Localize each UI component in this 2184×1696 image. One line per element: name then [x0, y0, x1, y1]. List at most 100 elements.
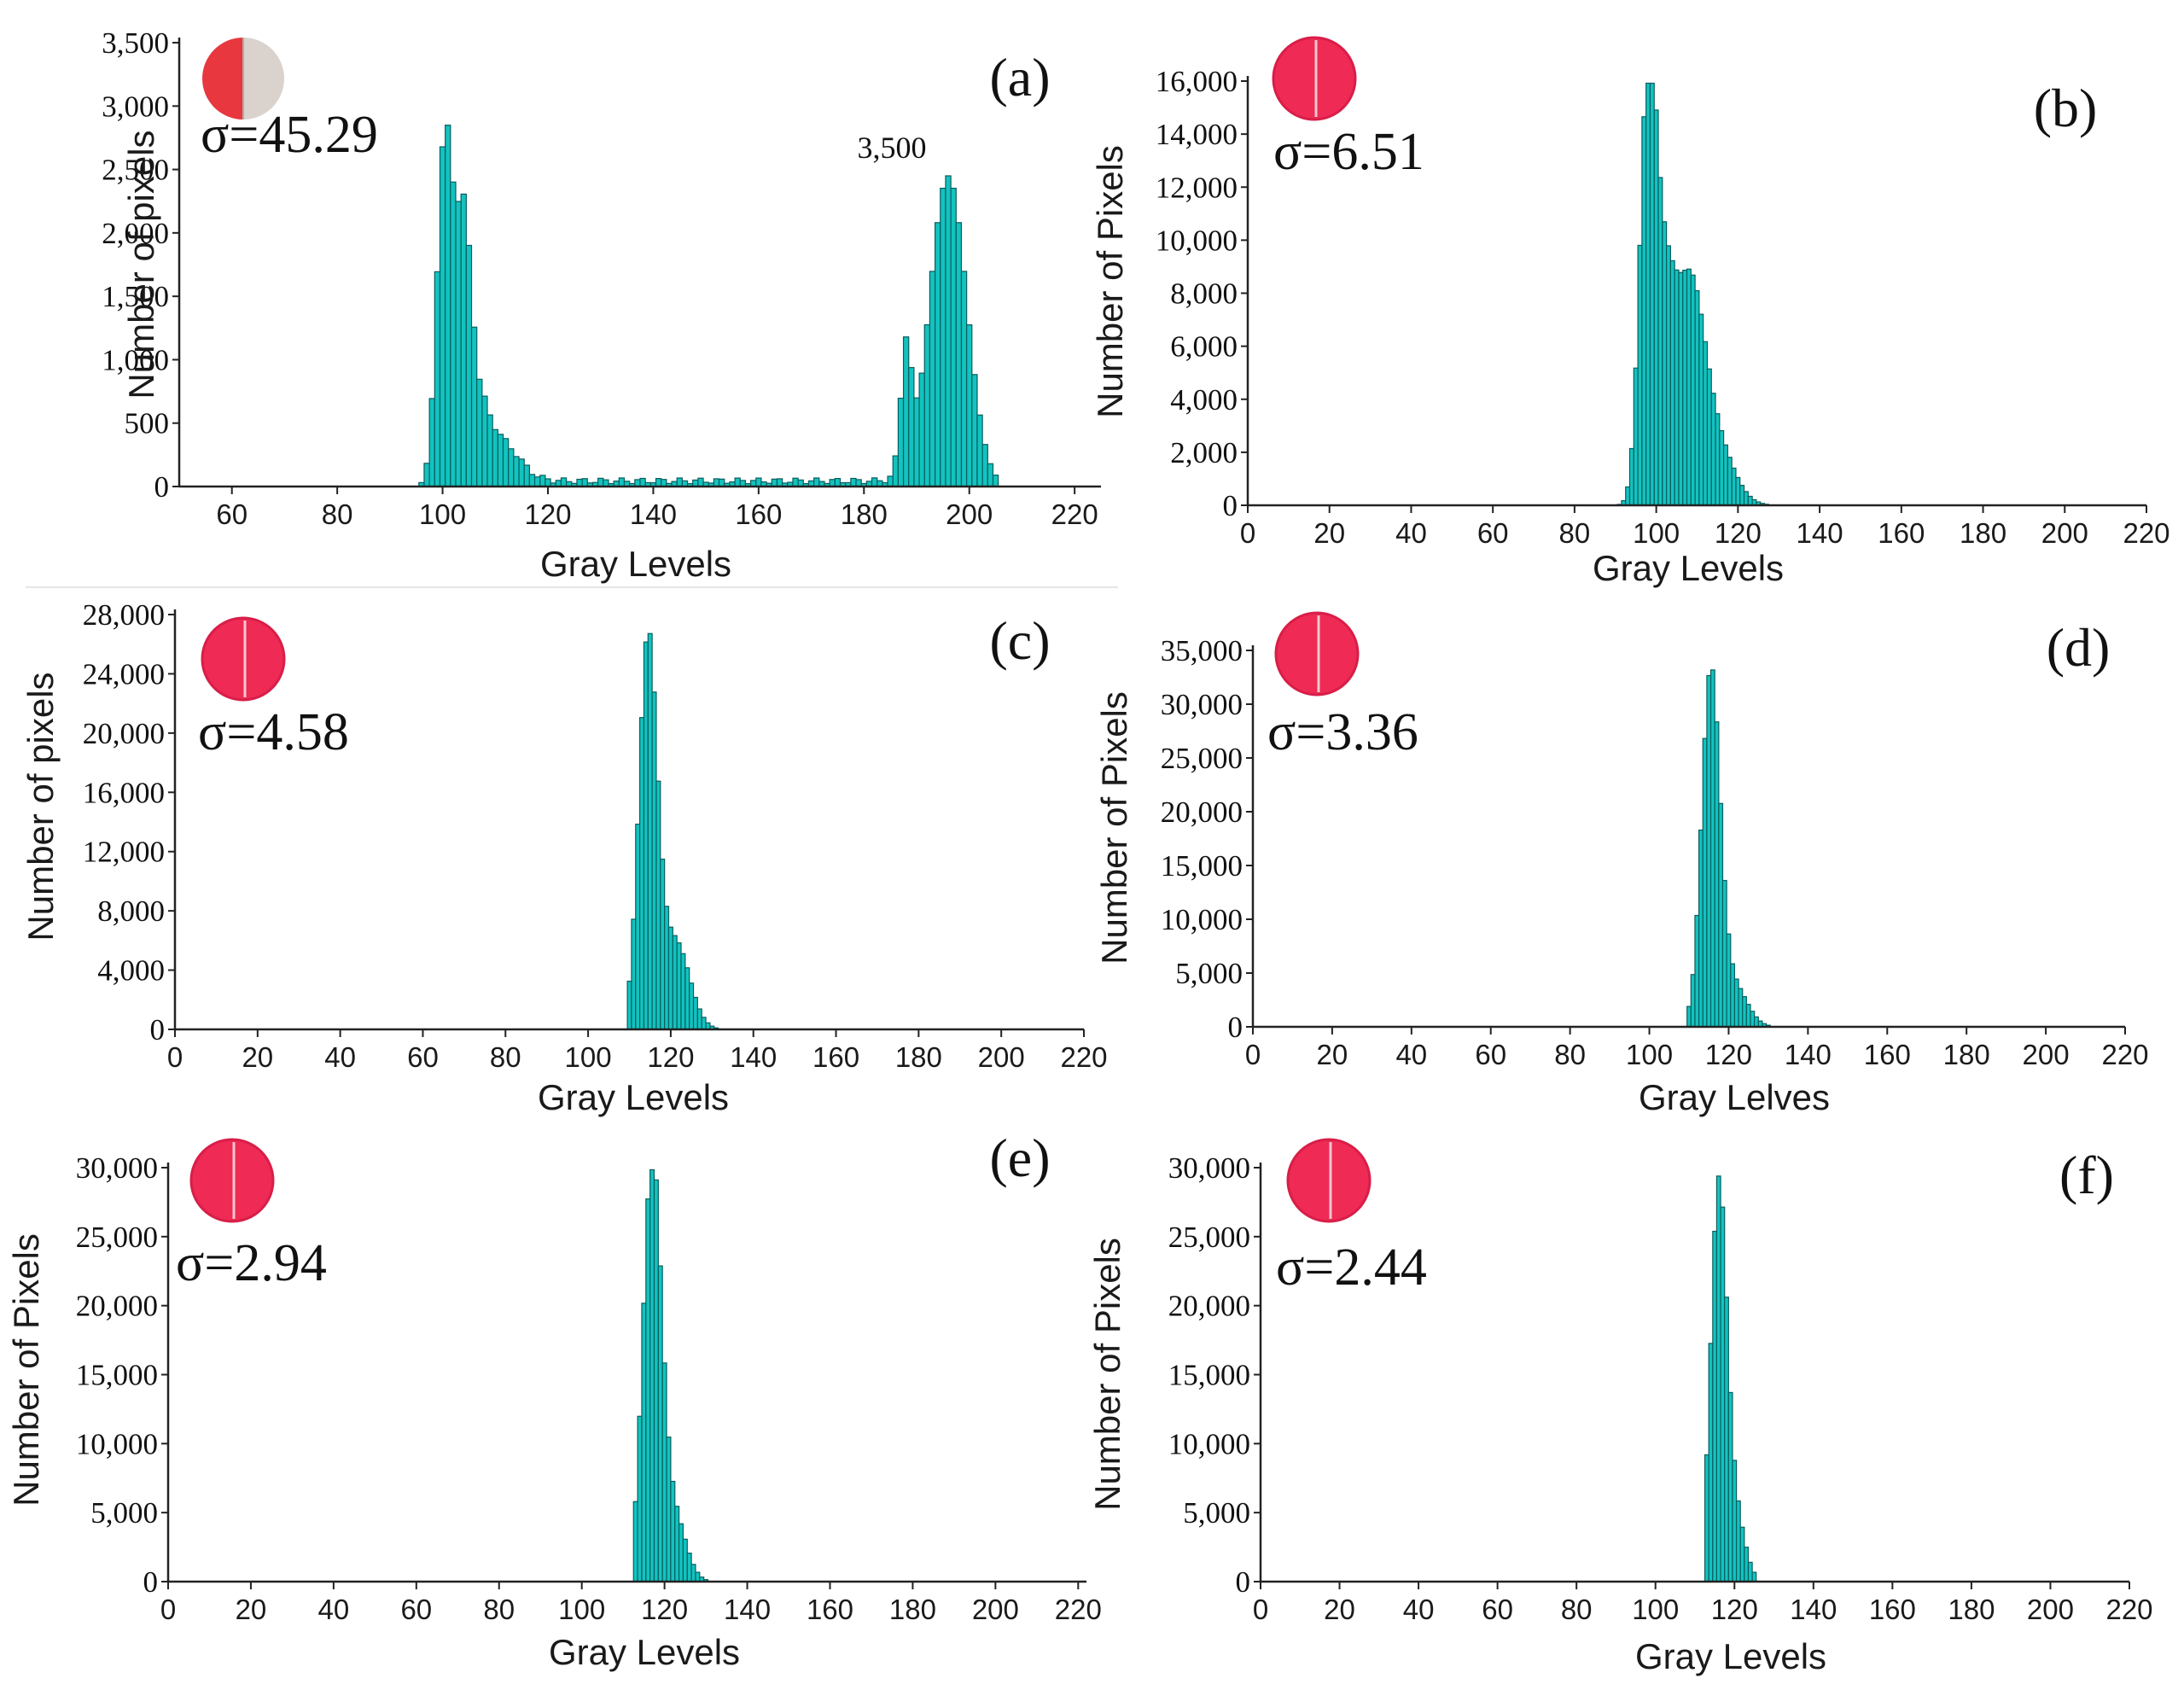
x-tick-label: 180 — [1948, 1594, 1995, 1625]
histogram-bar — [1649, 82, 1655, 506]
histogram-bar — [1669, 259, 1675, 506]
histogram-bar — [1694, 914, 1700, 1028]
x-tick-label: 220 — [2123, 517, 2169, 549]
histogram-bar — [960, 271, 968, 487]
x-tick-label: 180 — [1943, 1039, 1990, 1070]
histogram-bar — [645, 1198, 651, 1582]
x-tick-label: 20 — [1313, 517, 1345, 549]
y-axis-title: Number of Pixels — [1087, 1238, 1127, 1511]
histogram-bar — [908, 367, 915, 487]
histogram-bar — [1751, 1571, 1757, 1582]
y-tick-label: 20,000 — [83, 717, 165, 750]
histogram-bar — [689, 982, 695, 1030]
x-tick-label: 180 — [889, 1594, 936, 1625]
y-axis-title: Number of pixels — [20, 672, 61, 941]
histogram-bar — [641, 1303, 647, 1582]
sample-thumbnail — [201, 616, 286, 702]
histogram-bar — [465, 244, 473, 487]
y-tick-label: 16,000 — [1156, 65, 1238, 98]
x-tick-label: 60 — [1482, 1594, 1513, 1625]
y-tick-label: 0 — [1228, 1011, 1243, 1044]
histogram-bar — [992, 475, 999, 487]
histogram-bar — [1731, 467, 1737, 506]
x-tick-label: 60 — [407, 1041, 439, 1073]
x-tick-label: 80 — [1561, 1594, 1593, 1625]
y-tick-label: 3,000 — [102, 90, 169, 123]
panel-c: 0 20 40 60 80 100 120 140 160 180 200 220 0 4,000 8,00… — [20, 598, 1108, 1117]
histogram-bar — [1703, 341, 1709, 506]
y-tick-label: 8,000 — [97, 895, 165, 928]
x-tick-label: 0 — [1245, 1039, 1261, 1070]
histogram-bar — [647, 632, 653, 1030]
histogram-bar — [1706, 674, 1712, 1028]
histogram-bar — [696, 1008, 702, 1030]
x-tick-label: 100 — [1632, 1594, 1679, 1625]
x-tick-label: 160 — [807, 1594, 853, 1625]
panel-f: 0 20 40 60 80 100 120 140 160 180 200 220 0 5,000 10,0… — [1087, 1138, 2153, 1676]
sigma-value: σ=2.94 — [176, 1234, 327, 1292]
x-tick-label: 120 — [1711, 1594, 1758, 1625]
histogram-bar — [966, 323, 973, 487]
histogram-bar — [1709, 669, 1715, 1028]
sample-thumbnail — [1286, 1138, 1372, 1223]
histogram-bar — [1633, 367, 1639, 506]
histogram-bar — [1720, 1206, 1726, 1582]
histogram-bar — [513, 456, 520, 487]
sample-thumbnail — [1274, 611, 1360, 696]
histogram-bar — [1727, 1391, 1733, 1582]
histogram-bar — [450, 181, 457, 487]
histogram-bar — [695, 1571, 701, 1582]
histogram-bar — [1694, 289, 1700, 506]
y-tick-label: 30,000 — [1168, 1151, 1250, 1185]
histogram-bar — [1712, 1230, 1718, 1582]
sample-disc — [1276, 613, 1358, 695]
sigma-value: σ=4.58 — [198, 703, 349, 761]
histogram-bar — [1653, 109, 1659, 506]
histogram-bar — [428, 398, 435, 487]
histogram-bar — [528, 474, 536, 487]
x-tick-label: 100 — [419, 498, 466, 530]
histogram-bar — [1698, 313, 1704, 506]
histogram-bar — [945, 175, 952, 487]
y-tick-label: 20,000 — [76, 1290, 158, 1323]
y-tick-label: 1,500 — [102, 280, 169, 313]
histogram-bar — [635, 823, 641, 1030]
histogram-bar — [672, 935, 678, 1030]
histogram-bar — [1742, 996, 1747, 1028]
panel-label: (f) — [2059, 1145, 2114, 1205]
x-tick-label: 140 — [730, 1041, 777, 1073]
histogram-bar — [701, 1017, 707, 1030]
histogram-bar — [1706, 368, 1712, 506]
histogram-bar — [1747, 1561, 1753, 1582]
histogram-bar — [481, 395, 488, 487]
x-tick-label: 40 — [318, 1594, 350, 1625]
x-tick-label: 80 — [483, 1594, 515, 1625]
x-tick-label: 200 — [2041, 517, 2088, 549]
histogram-bar — [470, 326, 478, 487]
panel-b: 0 20 40 60 80 100 120 140 160 180 200 220 0 2,000 4,00… — [1090, 36, 2170, 588]
histogram-bar — [631, 918, 637, 1030]
histogram-bar — [1744, 1547, 1750, 1582]
histogram-bar — [871, 477, 878, 487]
histogram-bar — [434, 271, 441, 487]
x-tick-label: 220 — [1055, 1594, 1102, 1625]
histogram-bar — [618, 477, 626, 487]
histogram-bar — [1735, 1500, 1741, 1582]
x-tick-label: 140 — [630, 498, 677, 530]
sample-disc — [1288, 1139, 1370, 1221]
x-tick-label: 160 — [1878, 517, 1925, 549]
histogram-bar — [1747, 495, 1753, 506]
sample-thumbnail — [202, 38, 284, 119]
histogram-bar — [680, 953, 686, 1030]
histogram-bar — [1715, 1175, 1721, 1582]
x-tick-label: 120 — [1715, 517, 1762, 549]
x-tick-label: 40 — [324, 1041, 356, 1073]
histogram-bar — [1678, 271, 1684, 506]
histogram-bar — [655, 780, 661, 1030]
panel-label: (e) — [989, 1128, 1050, 1188]
histogram-bar — [955, 222, 963, 487]
y-tick-label: 2,000 — [102, 217, 169, 250]
histogram-bar — [1721, 879, 1727, 1028]
histogram-bar — [497, 434, 504, 487]
histogram-bars — [1616, 82, 1769, 506]
